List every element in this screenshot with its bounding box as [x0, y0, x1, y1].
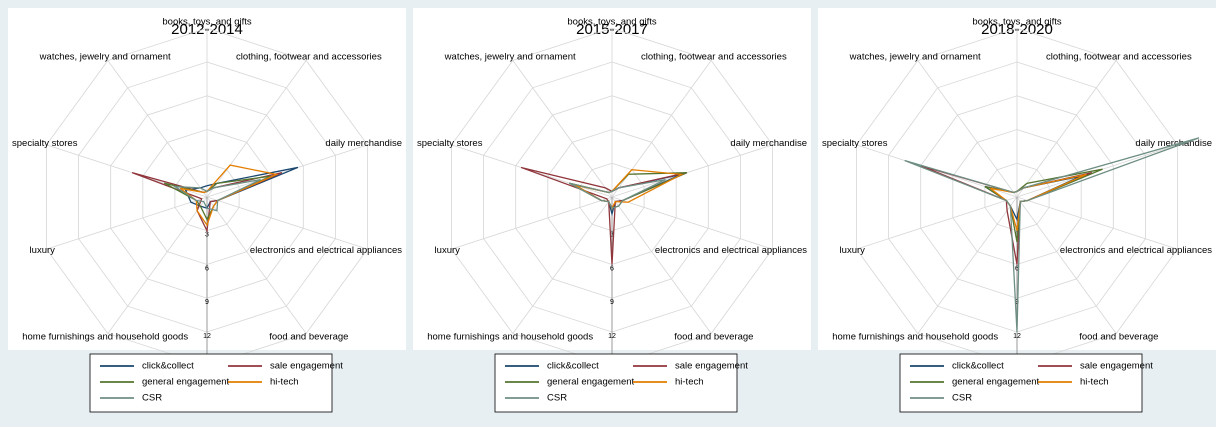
spoke: [107, 60, 208, 198]
series-polygon: [172, 178, 261, 212]
spoke: [611, 144, 773, 198]
legend-label: general engagement: [547, 377, 635, 388]
category-label: food and beverage: [269, 332, 348, 343]
spoke: [917, 196, 1018, 334]
category-label: home furnishings and household goods: [832, 332, 998, 343]
legend-label: CSR: [952, 393, 972, 404]
spoke: [206, 196, 307, 334]
radial-tick-label: 9: [610, 299, 614, 306]
radial-tick-label: 12: [608, 333, 616, 340]
legend-label: CSR: [142, 393, 162, 404]
spoke: [206, 144, 368, 198]
legend-label: click&collect: [547, 361, 599, 372]
category-label: books, toys, and gifts: [567, 16, 656, 27]
legend-label: general engagement: [952, 377, 1040, 388]
category-label: food and beverage: [1079, 332, 1158, 343]
legend: click&collect sale engagement general enga…: [89, 353, 343, 413]
spoke: [611, 196, 712, 334]
category-label: luxury: [435, 245, 461, 256]
category-label: books, toys, and gifts: [162, 16, 251, 27]
legend-label: sale engagement: [675, 361, 748, 372]
legend: click&collect sale engagement general enga…: [494, 353, 748, 413]
spoke: [451, 196, 613, 250]
radial-tick-label: 6: [205, 265, 209, 272]
spoke: [206, 60, 307, 198]
spoke: [917, 60, 1018, 198]
category-label: specialty stores: [12, 138, 78, 149]
spoke: [611, 196, 773, 250]
legend-label: general engagement: [142, 377, 230, 388]
legend-label: click&collect: [952, 361, 1004, 372]
category-label: books, toys, and gifts: [972, 16, 1061, 27]
radial-tick-label: 6: [1015, 265, 1019, 272]
radial-tick-label: 12: [1013, 333, 1021, 340]
legend-label: CSR: [547, 393, 567, 404]
series-polygon: [568, 178, 666, 210]
category-label: luxury: [30, 245, 56, 256]
category-label: clothing, footwear and accessories: [236, 51, 382, 62]
category-label: daily merchandise: [325, 138, 402, 149]
category-label: specialty stores: [417, 138, 483, 149]
spoke: [1016, 60, 1117, 198]
category-label: luxury: [840, 245, 866, 256]
radial-tick-label: 3: [610, 232, 614, 239]
category-label: home furnishings and household goods: [22, 332, 188, 343]
category-label: electronics and electrical appliances: [1060, 245, 1212, 256]
category-label: daily merchandise: [1135, 138, 1212, 149]
category-label: daily merchandise: [730, 138, 807, 149]
category-label: home furnishings and household goods: [427, 332, 593, 343]
category-label: watches, jewelry and ornament: [39, 51, 171, 62]
category-label: watches, jewelry and ornament: [444, 51, 576, 62]
category-label: electronics and electrical appliances: [250, 245, 402, 256]
spoke: [512, 196, 613, 334]
series-polygon: [904, 137, 1200, 333]
spoke: [206, 196, 368, 250]
category-label: specialty stores: [822, 138, 888, 149]
legend-label: hi-tech: [675, 377, 704, 388]
spoke: [856, 196, 1018, 250]
radial-tick-label: 12: [203, 333, 211, 340]
legend-box: [494, 353, 738, 413]
legend-label: sale engagement: [1080, 361, 1153, 372]
category-label: food and beverage: [674, 332, 753, 343]
radial-tick-label: 9: [1015, 299, 1019, 306]
legend-label: hi-tech: [270, 377, 299, 388]
spoke: [1016, 196, 1117, 334]
radial-tick-label: 9: [205, 299, 209, 306]
legend-label: hi-tech: [1080, 377, 1109, 388]
legend: click&collect sale engagement general enga…: [899, 353, 1153, 413]
spoke: [1016, 196, 1178, 250]
series-polygon: [520, 166, 688, 265]
spoke: [512, 60, 613, 198]
legend-box: [89, 353, 333, 413]
radial-tick-label: 6: [610, 265, 614, 272]
spoke: [46, 196, 208, 250]
legend-label: click&collect: [142, 361, 194, 372]
radial-tick-label: 3: [205, 232, 209, 239]
series-polygon: [179, 164, 279, 227]
category-label: clothing, footwear and accessories: [641, 51, 787, 62]
series-polygon: [989, 173, 1087, 231]
legend-label: sale engagement: [270, 361, 343, 372]
legend-box: [899, 353, 1143, 413]
category-label: electronics and electrical appliances: [655, 245, 807, 256]
category-label: watches, jewelry and ornament: [849, 51, 981, 62]
category-label: clothing, footwear and accessories: [1046, 51, 1192, 62]
spoke: [107, 196, 208, 334]
